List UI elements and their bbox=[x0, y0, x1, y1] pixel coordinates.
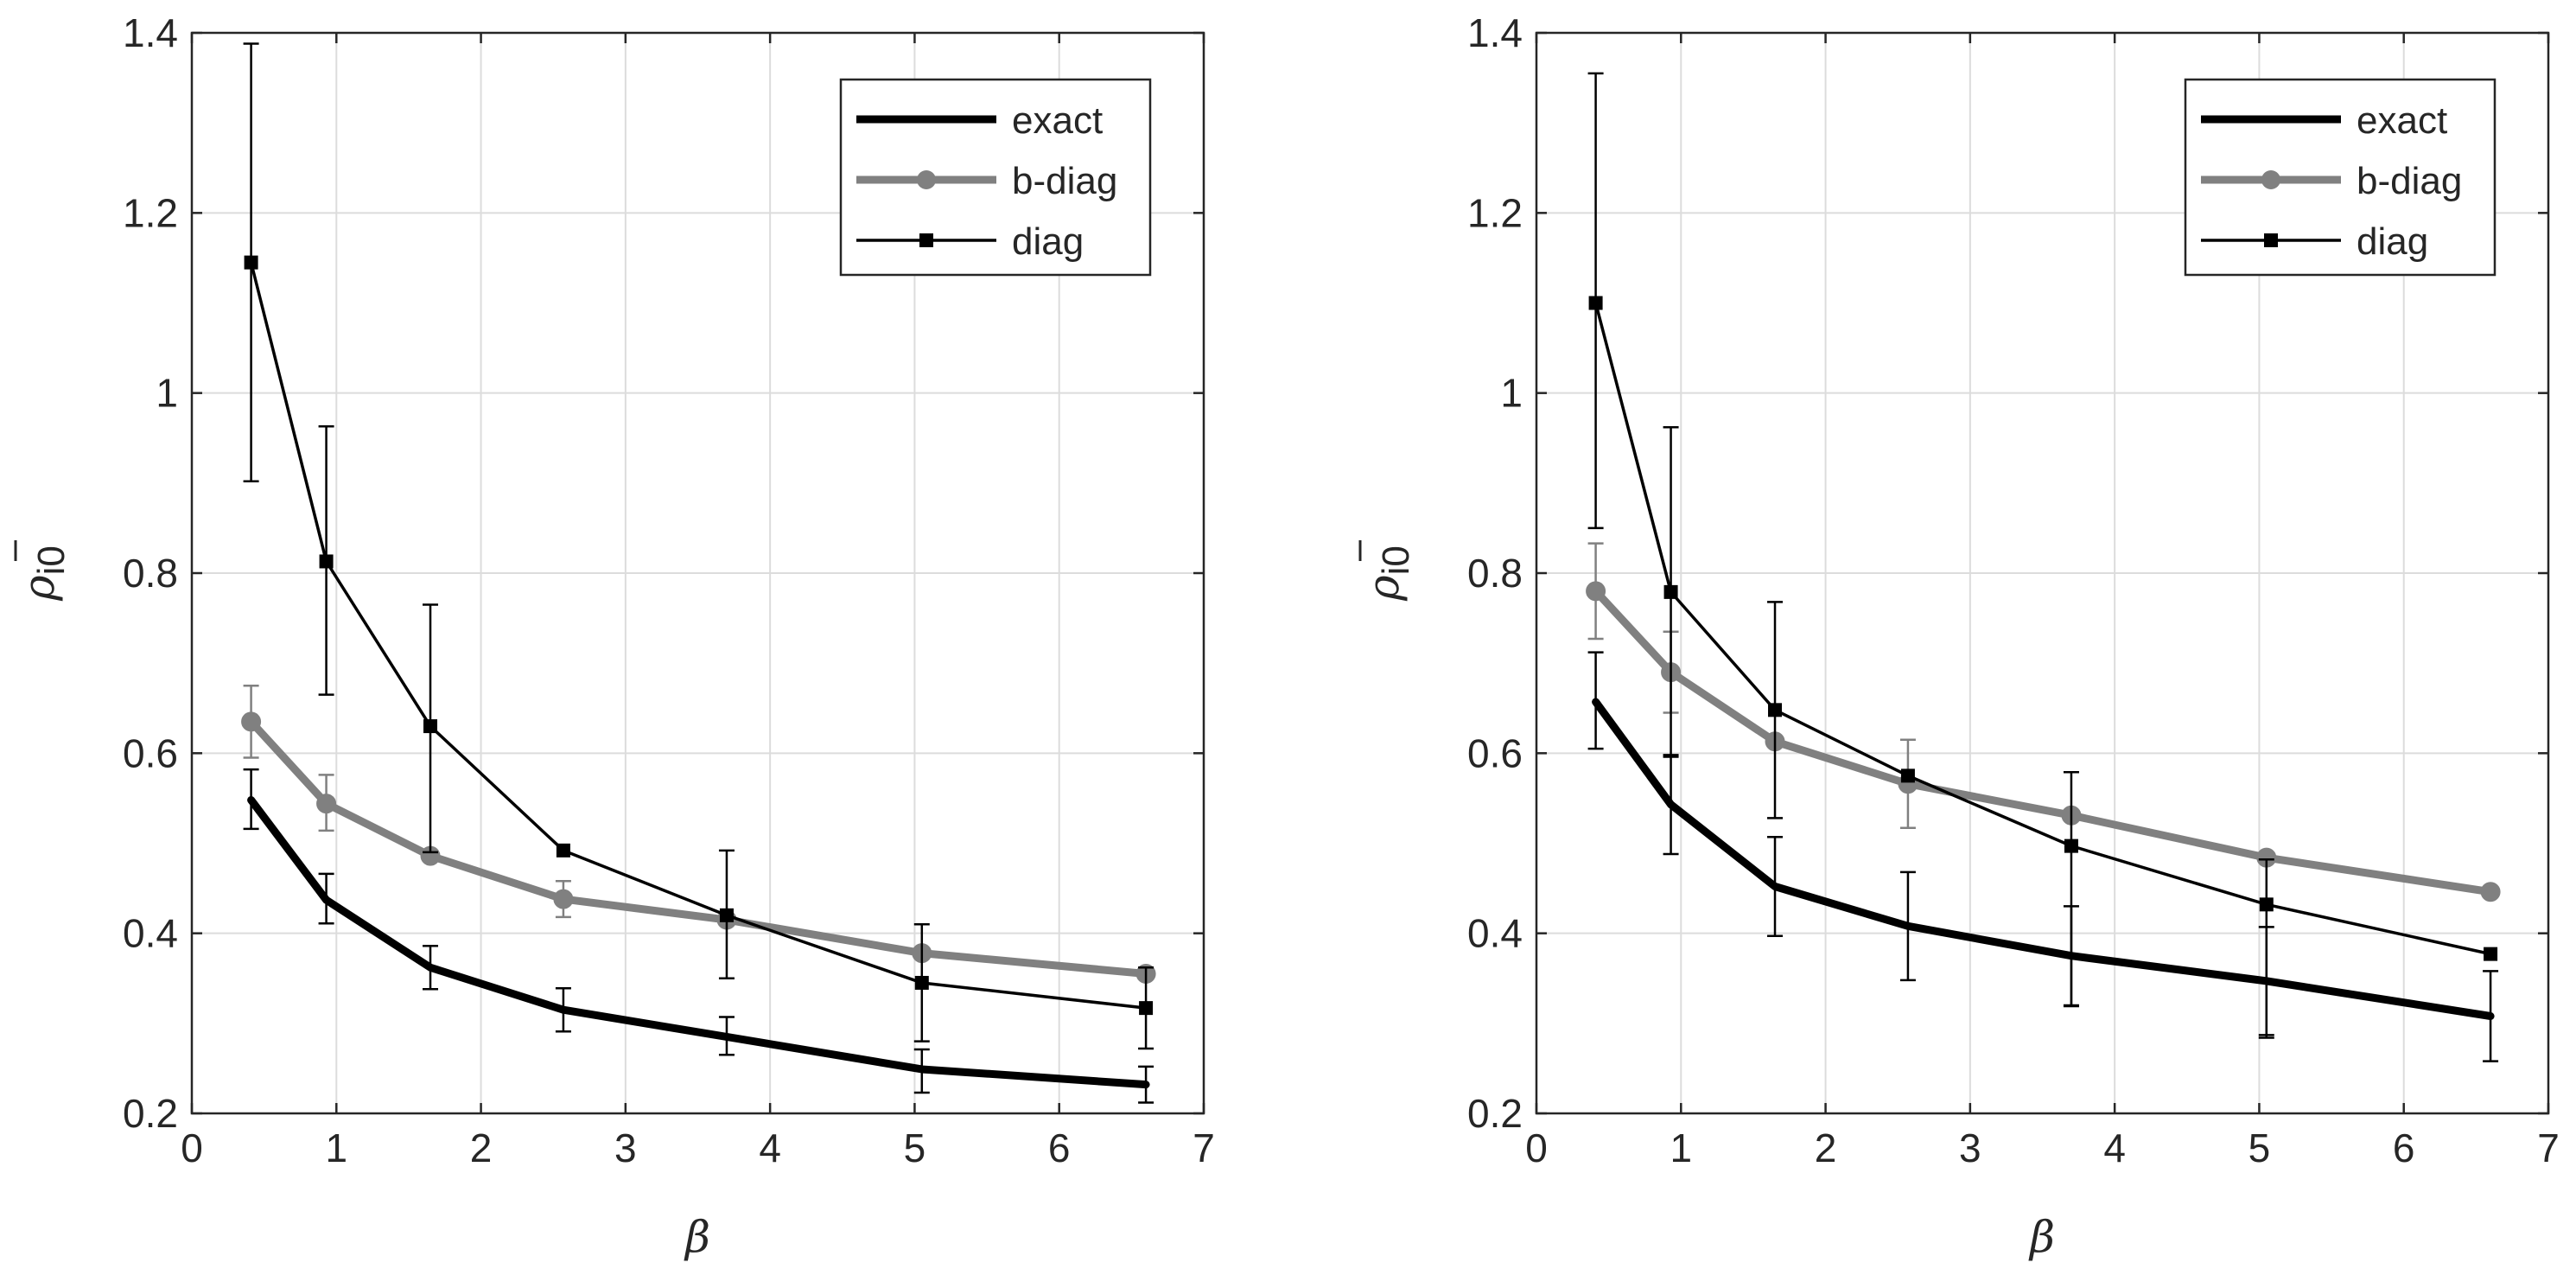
x-tick-label: 1 bbox=[325, 1125, 347, 1170]
y-tick-label: 1.2 bbox=[1467, 190, 1523, 235]
data-point-diag bbox=[719, 908, 734, 922]
series-line-diag bbox=[249, 260, 1148, 1010]
data-point-diag bbox=[423, 719, 438, 734]
data-point-diag bbox=[2064, 838, 2078, 853]
y-tick-label: 1.2 bbox=[123, 190, 178, 235]
series-line-exact bbox=[1592, 698, 2495, 1020]
chart-panel-left: 0 1 2 3 4 5 6 7 0.2 0.4 0.6 0.8 1 1.2 1.4 β ρi0 exact b-di… bbox=[14, 10, 1215, 1262]
x-tick-label: 5 bbox=[904, 1125, 926, 1170]
x-axis-label: β bbox=[2028, 1212, 2055, 1262]
legend-label-diag: diag bbox=[2357, 220, 2428, 263]
y-axis-label-subscript: i0 bbox=[1375, 545, 1417, 575]
x-tick-label: 0 bbox=[1525, 1125, 1548, 1170]
y-tick-label: 0.6 bbox=[123, 730, 178, 775]
y-tick-label: 0.2 bbox=[1467, 1091, 1523, 1136]
x-axis-label: β bbox=[684, 1212, 710, 1262]
y-tick-label: 1 bbox=[1500, 371, 1523, 416]
legend-label-b-diag: b-diag bbox=[1012, 160, 1117, 202]
legend-label-exact: exact bbox=[1012, 99, 1103, 142]
y-tick-label: 0.6 bbox=[1467, 730, 1523, 775]
data-point-diag bbox=[1663, 584, 1678, 599]
data-point-b-diag bbox=[1586, 581, 1606, 602]
y-tick-label: 0.8 bbox=[123, 551, 178, 596]
legend-label-b-diag: b-diag bbox=[2357, 160, 2462, 202]
legend-marker-b-diag bbox=[917, 170, 936, 189]
data-point-b-diag bbox=[553, 889, 574, 909]
legend-marker-diag bbox=[919, 233, 933, 247]
x-tick-label: 3 bbox=[614, 1125, 637, 1170]
data-point-diag bbox=[914, 975, 929, 990]
x-tick-label: 7 bbox=[2537, 1125, 2560, 1170]
x-tick-label: 6 bbox=[2393, 1125, 2415, 1170]
y-tick-label: 1.4 bbox=[123, 10, 178, 55]
legend-label-exact: exact bbox=[2357, 99, 2447, 142]
data-point-diag bbox=[2484, 947, 2498, 961]
y-tick-label: 0.4 bbox=[123, 911, 178, 956]
series-line-diag bbox=[1593, 301, 2492, 956]
x-tick-label: 0 bbox=[181, 1125, 203, 1170]
data-point-b-diag bbox=[316, 794, 337, 814]
y-axis-label: ρi0 bbox=[1358, 545, 1417, 602]
legend: exact b-diag diag bbox=[2184, 78, 2496, 277]
legend-label-diag: diag bbox=[1012, 220, 1084, 263]
x-tick-label: 4 bbox=[2103, 1125, 2126, 1170]
x-tick-label: 2 bbox=[1815, 1125, 1837, 1170]
y-axis-label-subscript: i0 bbox=[30, 545, 73, 575]
series-b-diag bbox=[241, 684, 1156, 985]
data-point-diag bbox=[2259, 897, 2274, 912]
data-point-diag bbox=[319, 554, 334, 569]
data-point-b-diag bbox=[241, 711, 262, 732]
y-tick-label: 0.8 bbox=[1467, 551, 1523, 596]
data-point-diag bbox=[1900, 768, 1915, 783]
y-axis-label-symbol: ρ bbox=[1358, 575, 1409, 602]
y-axis-label-symbol: ρ bbox=[14, 575, 64, 602]
x-tick-label: 7 bbox=[1193, 1125, 1215, 1170]
x-tick-label: 4 bbox=[759, 1125, 781, 1170]
y-tick-label: 0.2 bbox=[123, 1091, 178, 1136]
series-line-exact bbox=[247, 796, 1150, 1089]
data-point-diag bbox=[1768, 703, 1783, 717]
series-diag bbox=[1587, 72, 2498, 1039]
legend-marker-diag bbox=[2264, 233, 2278, 247]
y-tick-label: 1.4 bbox=[1467, 10, 1523, 55]
x-tick-label: 6 bbox=[1048, 1125, 1071, 1170]
x-tick-label: 2 bbox=[470, 1125, 493, 1170]
x-tick-label: 5 bbox=[2248, 1125, 2271, 1170]
data-point-b-diag bbox=[2480, 882, 2501, 902]
x-tick-label: 1 bbox=[1670, 1125, 1692, 1170]
data-point-diag bbox=[1139, 1001, 1154, 1016]
legend: exact b-diag diag bbox=[839, 78, 1152, 277]
series-exact bbox=[243, 768, 1154, 1104]
series-exact bbox=[1587, 651, 2499, 1062]
x-tick-label: 3 bbox=[1959, 1125, 1981, 1170]
y-tick-label: 0.4 bbox=[1467, 911, 1523, 956]
data-point-diag bbox=[1588, 296, 1603, 310]
y-tick-label: 1 bbox=[156, 371, 178, 416]
legend-marker-b-diag bbox=[2261, 170, 2280, 189]
data-point-diag bbox=[244, 255, 258, 270]
data-point-diag bbox=[556, 843, 570, 858]
chart-panel-right: 0 1 2 3 4 5 6 7 0.2 0.4 0.6 0.8 1 1.2 1.4 β ρi0 exact b-di… bbox=[1358, 10, 2560, 1262]
y-axis-label: ρi0 bbox=[14, 545, 73, 602]
series-diag bbox=[243, 42, 1154, 1050]
